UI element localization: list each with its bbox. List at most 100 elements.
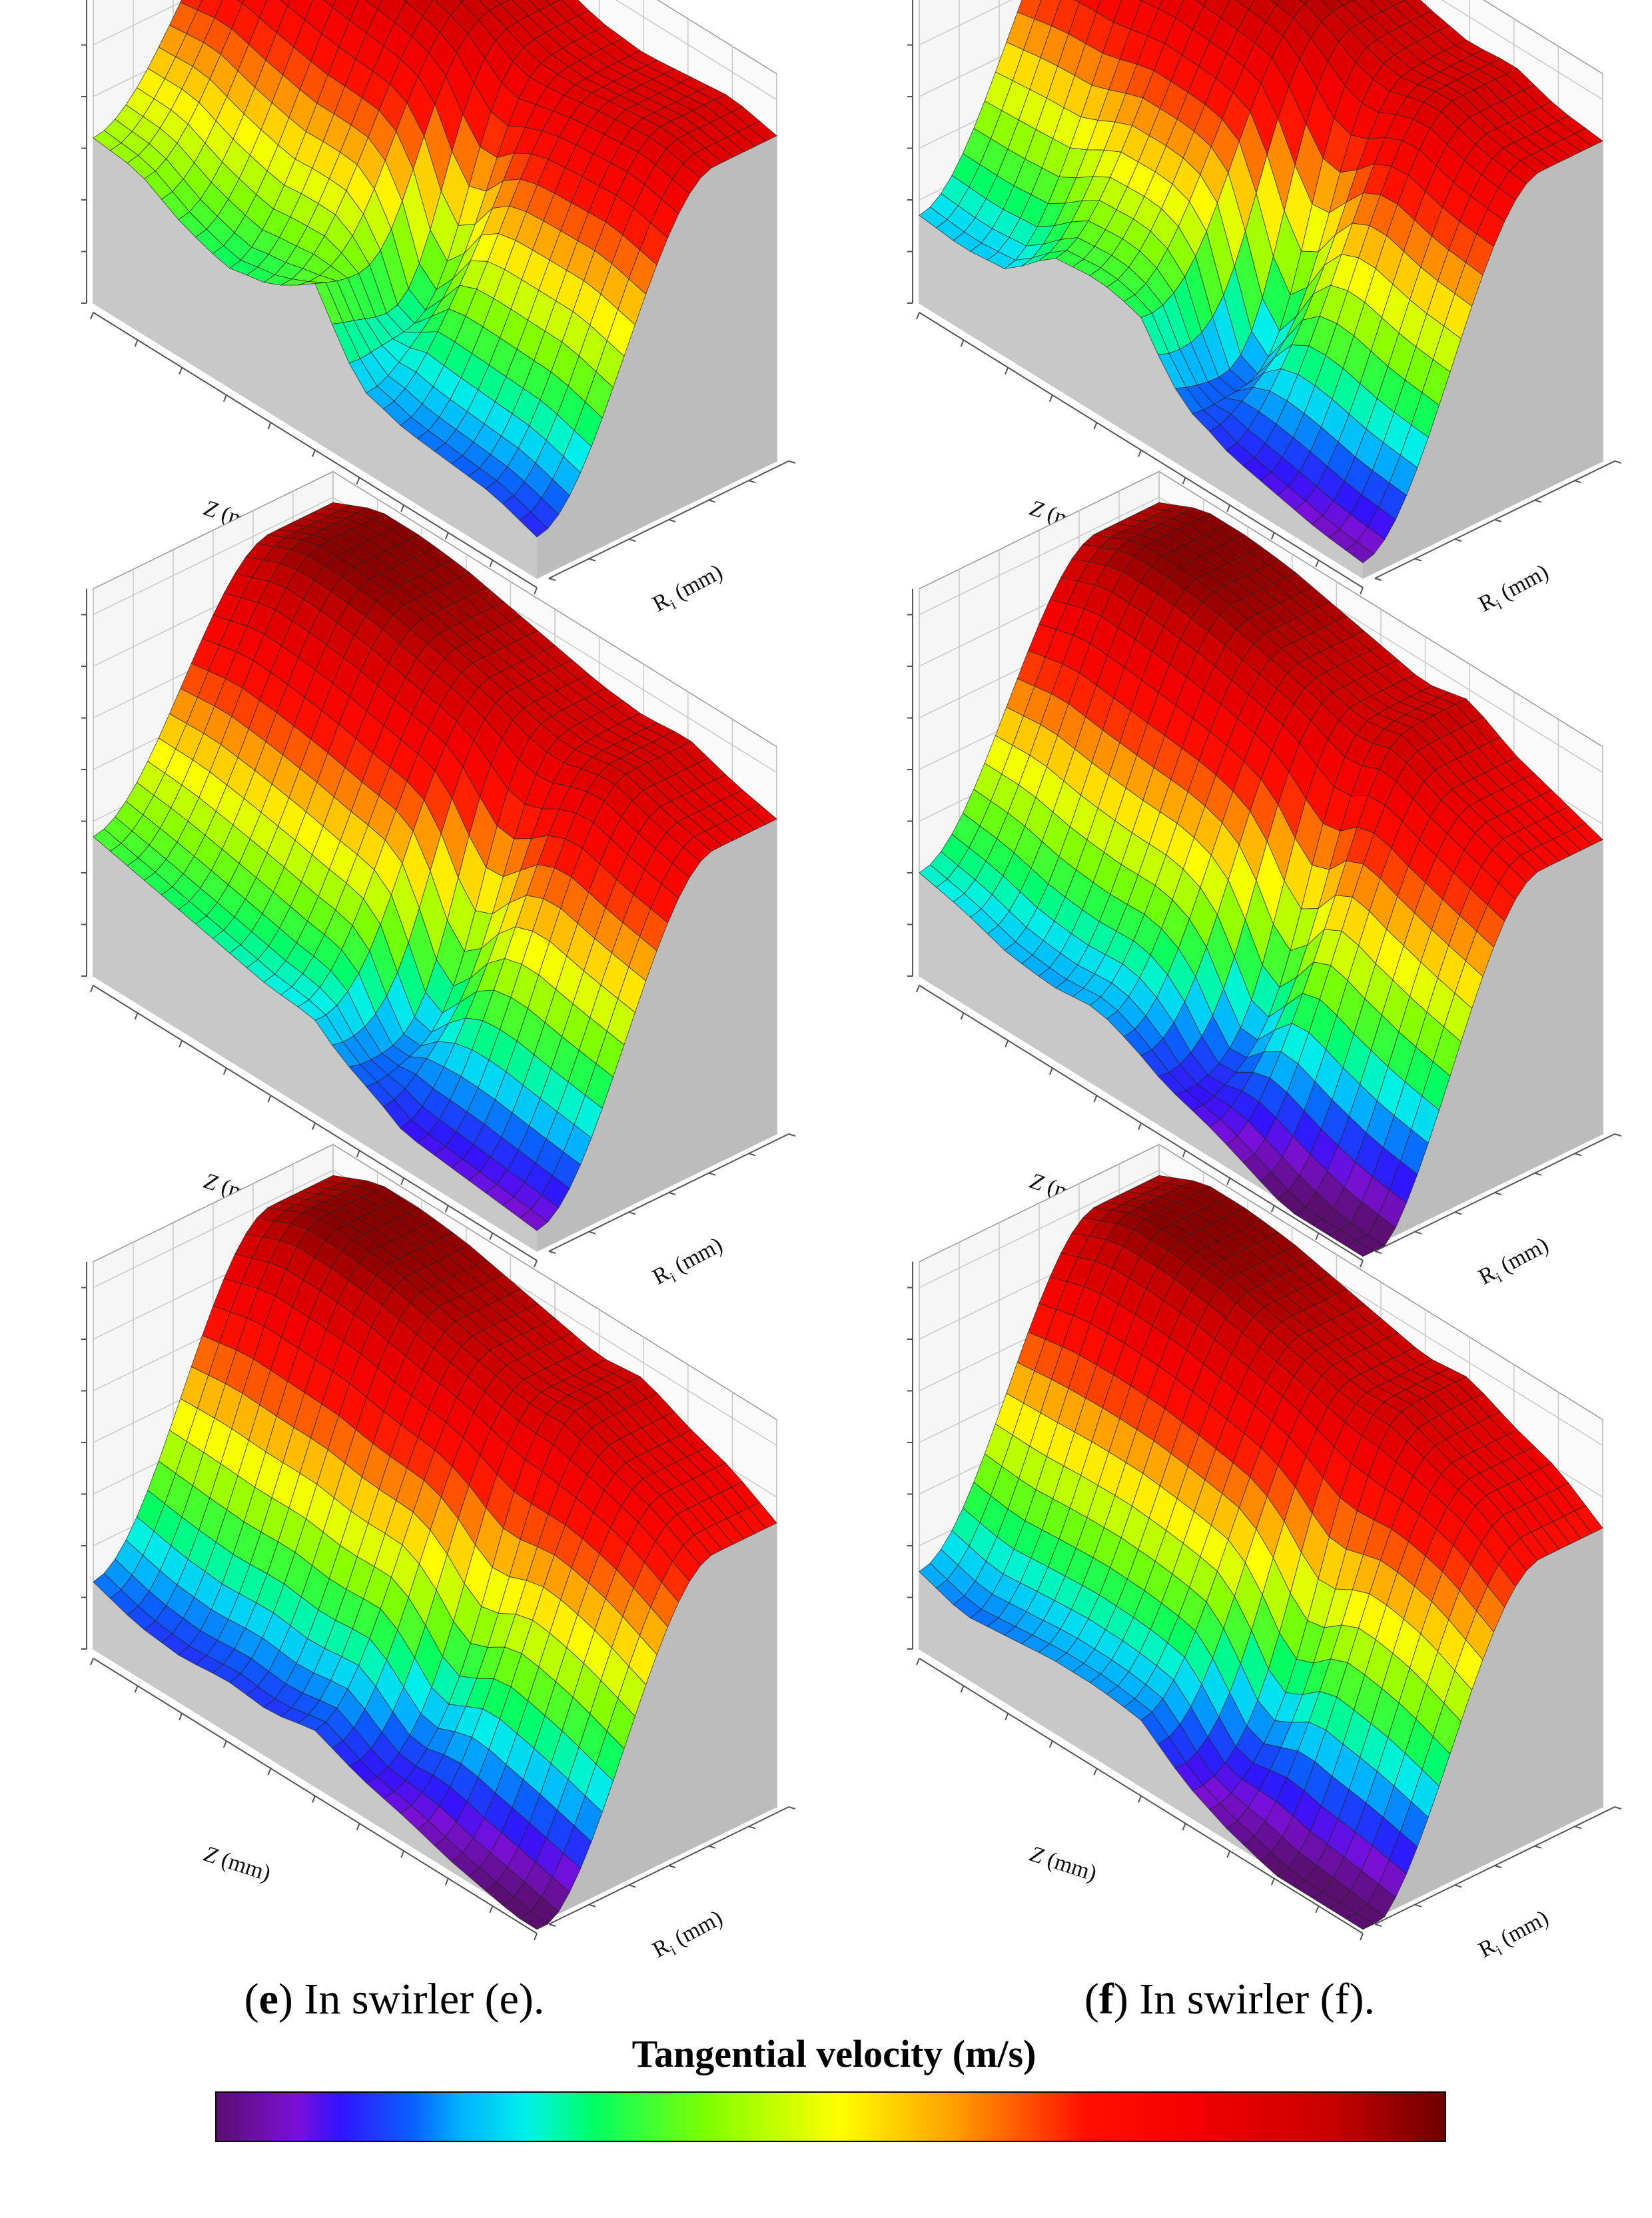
x-tick bbox=[534, 1260, 538, 1268]
x-tick bbox=[134, 339, 139, 347]
y-tick bbox=[1454, 538, 1462, 542]
x-tick bbox=[444, 532, 449, 540]
side-curtain bbox=[537, 135, 777, 578]
colorbar: Tangential velocity (m/s) bbox=[215, 2032, 1446, 2142]
y-axis-title: Ri (mm) bbox=[1475, 1906, 1554, 1965]
surface-cell bbox=[544, 0, 561, 5]
x-axis-title: Z (mm) bbox=[201, 1842, 274, 1886]
x-tick bbox=[90, 985, 94, 993]
y-tick bbox=[548, 1251, 556, 1254]
x-tick bbox=[179, 1713, 183, 1720]
x-tick bbox=[1138, 1796, 1142, 1803]
y-tick bbox=[1374, 1924, 1382, 1927]
z-axis bbox=[81, 0, 87, 304]
x-tick bbox=[1270, 1878, 1275, 1886]
surface-mesh bbox=[93, 1175, 777, 1930]
y-tick bbox=[708, 499, 716, 503]
x-tick bbox=[179, 1040, 183, 1047]
y-axis-title: Ri (mm) bbox=[649, 1233, 728, 1293]
y-tick bbox=[548, 578, 556, 581]
surface-cell bbox=[495, 0, 510, 5]
surface-cell bbox=[458, 0, 465, 3]
surface-chart-b: Z (mm)Ri (mm)(b) In swirler (b). bbox=[907, 0, 1622, 676]
side-curtain bbox=[1363, 839, 1603, 1257]
side-curtain bbox=[1363, 1528, 1603, 1930]
y-tick bbox=[1494, 519, 1502, 522]
x-tick bbox=[179, 367, 183, 374]
x-tick bbox=[960, 1012, 965, 1020]
x-tick bbox=[267, 1768, 272, 1776]
x-tick bbox=[534, 587, 538, 595]
x-tick bbox=[489, 1233, 494, 1241]
surface-cell bbox=[1299, 0, 1310, 5]
y-tick bbox=[588, 558, 596, 562]
front-curtain bbox=[919, 873, 1363, 1257]
y-tick bbox=[1374, 1251, 1382, 1254]
y-tick bbox=[1574, 1153, 1582, 1157]
y-tick bbox=[1574, 480, 1582, 484]
x-tick bbox=[1005, 367, 1009, 374]
x-tick bbox=[1182, 1823, 1186, 1831]
surface-chart-c: Z (mm)Ri (mm)(c) In swirler (c). bbox=[81, 470, 796, 1353]
x-tick bbox=[916, 985, 920, 993]
surface-mesh bbox=[93, 502, 777, 1231]
x-tick bbox=[400, 1850, 405, 1858]
x-tick bbox=[489, 1906, 494, 1914]
y-tick bbox=[748, 1153, 756, 1157]
colorbar-title: Tangential velocity (m/s) bbox=[632, 2032, 1036, 2075]
y-tick bbox=[548, 1924, 556, 1927]
x-tick bbox=[356, 1150, 360, 1158]
y-tick bbox=[1534, 1172, 1542, 1176]
x-tick bbox=[444, 1205, 449, 1213]
y-tick bbox=[588, 1231, 596, 1235]
x-tick bbox=[1270, 1205, 1275, 1213]
x-tick bbox=[267, 422, 272, 430]
y-tick bbox=[1454, 1211, 1462, 1215]
front-curtain bbox=[919, 1571, 1363, 1930]
y-tick bbox=[1414, 1904, 1422, 1908]
y-axis-title: Ri (mm) bbox=[649, 560, 728, 620]
x-tick bbox=[1360, 1933, 1364, 1941]
z-axis bbox=[907, 0, 913, 304]
y-tick bbox=[588, 1904, 596, 1908]
z-axis bbox=[907, 1261, 913, 1650]
x-tick bbox=[1226, 504, 1231, 512]
x-tick bbox=[534, 1933, 538, 1941]
y-tick bbox=[628, 538, 636, 542]
surface-mesh bbox=[919, 0, 1603, 564]
y-tick bbox=[628, 1884, 636, 1888]
y-tick bbox=[1614, 1133, 1622, 1137]
y-axis-title: Ri (mm) bbox=[1475, 560, 1554, 620]
front-curtain bbox=[93, 138, 537, 578]
y-tick bbox=[1494, 1192, 1502, 1195]
y-tick bbox=[668, 1865, 676, 1868]
y-tick bbox=[1414, 1231, 1422, 1235]
side-curtain bbox=[1363, 141, 1603, 578]
x-tick bbox=[1360, 1260, 1364, 1268]
y-tick bbox=[1574, 1826, 1582, 1830]
surface-cell bbox=[1337, 0, 1355, 6]
x-tick bbox=[222, 1067, 227, 1075]
y-tick bbox=[788, 460, 796, 464]
y-tick bbox=[748, 1826, 756, 1830]
colorbar-gradient bbox=[215, 2091, 1446, 2142]
x-tick bbox=[356, 477, 360, 485]
x-tick bbox=[1138, 1123, 1142, 1130]
x-tick bbox=[1270, 532, 1275, 540]
x-tick bbox=[1315, 560, 1320, 568]
x-tick bbox=[90, 312, 94, 320]
surface-cell bbox=[519, 1209, 549, 1231]
y-tick bbox=[1614, 1806, 1622, 1810]
surface-cell bbox=[519, 512, 549, 538]
panels: Z (mm)Ri (mm)(a) In swirler (a).Z (mm)Ri… bbox=[81, 0, 1622, 2023]
surface-mesh bbox=[919, 502, 1603, 1257]
surface-mesh bbox=[919, 1175, 1603, 1930]
x-tick bbox=[916, 312, 920, 320]
y-axis-title: Ri (mm) bbox=[649, 1906, 728, 1965]
y-tick bbox=[668, 519, 676, 522]
x-tick bbox=[312, 1123, 316, 1130]
x-tick bbox=[312, 450, 316, 457]
x-tick bbox=[1005, 1713, 1009, 1720]
surface-cell bbox=[519, 1911, 549, 1930]
x-tick bbox=[444, 1878, 449, 1886]
